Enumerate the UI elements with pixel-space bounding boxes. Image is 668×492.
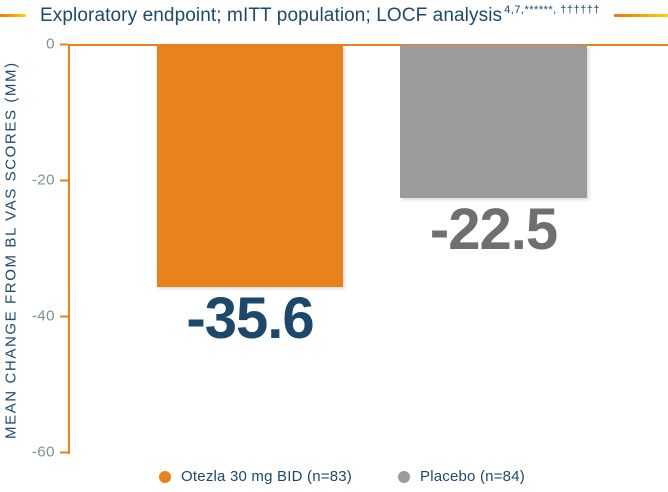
legend-dot-gray-icon [397,470,410,483]
bar-group-placebo: -22.5 [400,45,587,259]
legend-label-otezla: Otezla 30 mg BID (n=83) [181,468,352,485]
bar-value-placebo: -22.5 [429,197,558,262]
legend-label-placebo: Placebo (n=84) [419,468,525,485]
y-axis-line [68,44,70,454]
legend-item-placebo: Placebo (n=84) [397,468,525,485]
bar-otezla [157,45,343,287]
y-tick-mark [60,315,68,317]
y-tick-label: 0 [46,35,55,53]
legend-item-otezla: Otezla 30 mg BID (n=83) [159,468,352,485]
chart-legend: Otezla 30 mg BID (n=83) Placebo (n=84) [0,468,668,485]
zero-baseline [68,44,668,46]
bar-placebo [400,45,587,198]
legend-dot-orange-icon [159,470,172,483]
chart-title-row: Exploratory endpoint; mITT population; L… [0,4,668,27]
y-tick-0: 0 [16,36,68,53]
y-tick-label: -40 [31,307,55,325]
title-rule-left [0,14,26,17]
y-axis-label: MEAN CHANGE FROM BL VAS SCORES (MM) [2,61,20,439]
chart-title-text: Exploratory endpoint; mITT population; L… [40,5,503,26]
y-tick-mark [60,179,68,181]
y-tick-minus-40: -40 [16,308,68,325]
bar-group-otezla: -35.6 [157,45,343,348]
title-reference-marks: 4,7,******, †††††† [504,4,600,16]
y-tick-mark [60,43,68,45]
chart-title: Exploratory endpoint; mITT population; L… [40,4,600,27]
title-rule-right [614,14,668,17]
y-tick-label: -60 [31,443,55,461]
y-tick-minus-60: -60 [16,444,68,461]
y-tick-label: -20 [31,171,55,189]
y-tick-minus-20: -20 [16,172,68,189]
y-tick-mark [60,451,68,453]
bar-value-otezla: -35.6 [186,286,314,351]
